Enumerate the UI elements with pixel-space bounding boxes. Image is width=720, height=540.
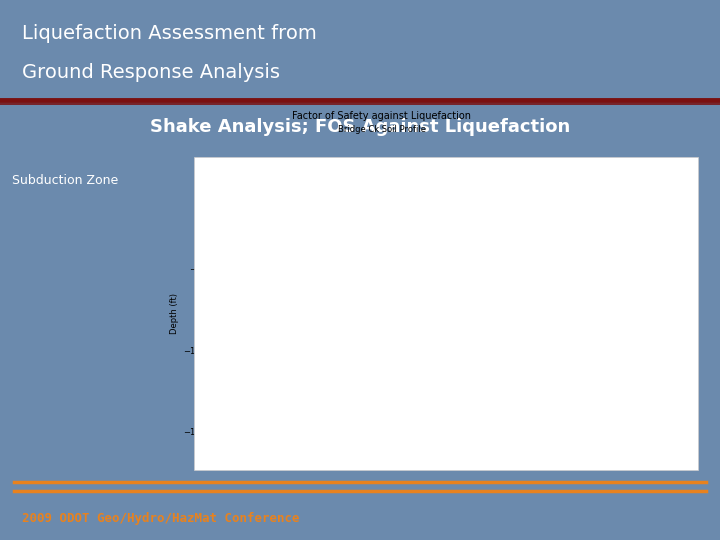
Y-axis label: Depth (ft): Depth (ft) [171,293,179,334]
X-axis label: Bridge Ck Soil Profile: Bridge Ck Soil Profile [338,125,426,134]
Text: Liquefaction Assessment from: Liquefaction Assessment from [22,24,316,43]
Text: 2009 ODOT Geo/Hydro/HazMat Conference: 2009 ODOT Geo/Hydro/HazMat Conference [22,511,299,525]
Text: Subduction Zone: Subduction Zone [12,173,118,186]
Text: Ground Response Analysis: Ground Response Analysis [22,63,279,82]
Title: Factor of Safety against Liquefaction: Factor of Safety against Liquefaction [292,111,471,121]
Text: v  CSR: SHAKE - CRR:
    SPT Seed et al.
    (1986)  Analysis No.
    1: v CSR: SHAKE - CRR: SPT Seed et al. (198… [560,186,647,231]
Text: Shake Analysis; FOS Against Liquefaction: Shake Analysis; FOS Against Liquefaction [150,118,570,136]
